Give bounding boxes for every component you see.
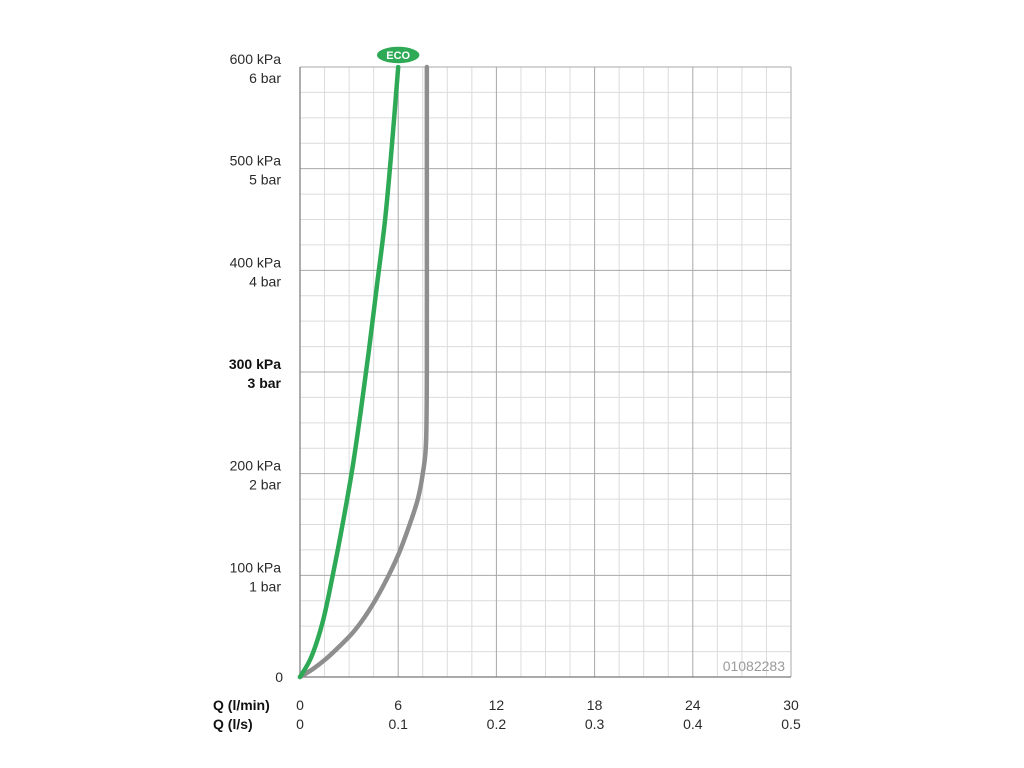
x-axis-label-lmin: Q (l/min) — [213, 697, 270, 713]
y-tick-label-kpa: 300 kPa — [229, 356, 281, 372]
y-tick-label-kpa: 200 kPa — [230, 458, 282, 474]
curves — [297, 64, 430, 680]
x-tick-label-lmin: 18 — [587, 697, 603, 713]
x-tick-label-ls: 0.3 — [585, 716, 605, 732]
y-tick-label-bar: 6 bar — [249, 70, 281, 86]
x-tick-label-ls: 0 — [296, 716, 304, 732]
eco-badge-label: ECO — [386, 50, 410, 62]
y-tick-label-kpa: 600 kPa — [230, 51, 282, 67]
y-tick-label-kpa: 400 kPa — [230, 254, 282, 270]
x-tick-label-lmin: 24 — [685, 697, 701, 713]
y-tick-label-bar: 4 bar — [249, 273, 281, 289]
y-tick-label: 0 — [275, 669, 283, 685]
series-line-standard — [297, 64, 430, 680]
x-tick-label-lmin: 12 — [489, 697, 505, 713]
y-tick-label-kpa: 100 kPa — [230, 559, 282, 575]
x-tick-label-lmin: 6 — [394, 697, 402, 713]
x-tick-label-ls: 0.4 — [683, 716, 703, 732]
x-axis-ticks: 0 0 6 0.1 12 0.2 18 0.3 24 0.4 30 0.5 — [296, 697, 801, 732]
y-tick-label-bar: 5 bar — [249, 172, 281, 188]
y-tick-label-bar: 1 bar — [249, 578, 281, 594]
x-axis-label-ls: Q (l/s) — [213, 716, 253, 732]
y-tick-label-kpa: 500 kPa — [230, 153, 282, 169]
y-tick-label-bar: 2 bar — [249, 477, 281, 493]
y-axis-ticks: 0 100 kPa 1 bar 200 kPa 2 bar 300 kPa 3 bar 400… — [229, 51, 283, 685]
series-line-eco — [297, 64, 401, 680]
eco-badge: ECO — [375, 45, 421, 65]
product-code: 01082283 — [723, 658, 786, 674]
y-tick-label-bar: 3 bar — [248, 375, 282, 391]
x-tick-label-ls: 0.2 — [487, 716, 507, 732]
eco-badge-shape — [375, 45, 421, 65]
x-tick-label-lmin: 30 — [783, 697, 799, 713]
x-tick-label-lmin: 0 — [296, 697, 304, 713]
x-tick-label-ls: 0.1 — [388, 716, 408, 732]
grid — [299, 66, 792, 678]
x-tick-label-ls: 0.5 — [781, 716, 801, 732]
